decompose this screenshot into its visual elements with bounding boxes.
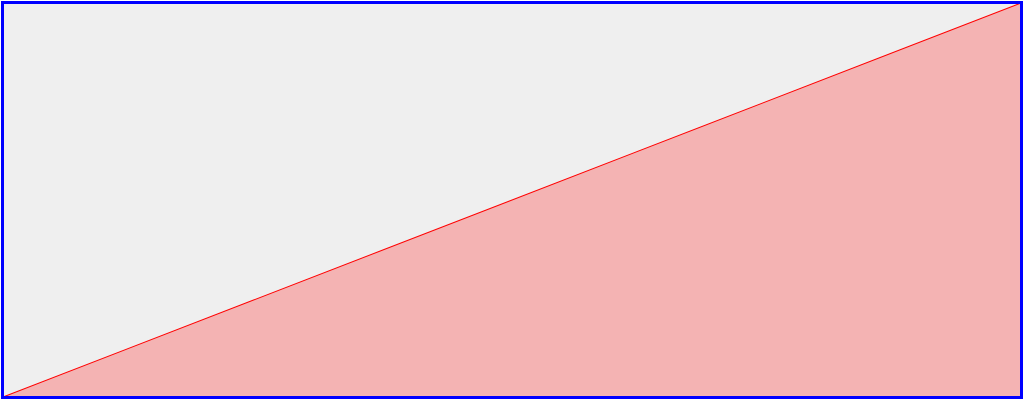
diagonal-graphic [1, 1, 1023, 399]
diagonal-line [2, 2, 1022, 398]
frame-border [1, 1, 1023, 399]
